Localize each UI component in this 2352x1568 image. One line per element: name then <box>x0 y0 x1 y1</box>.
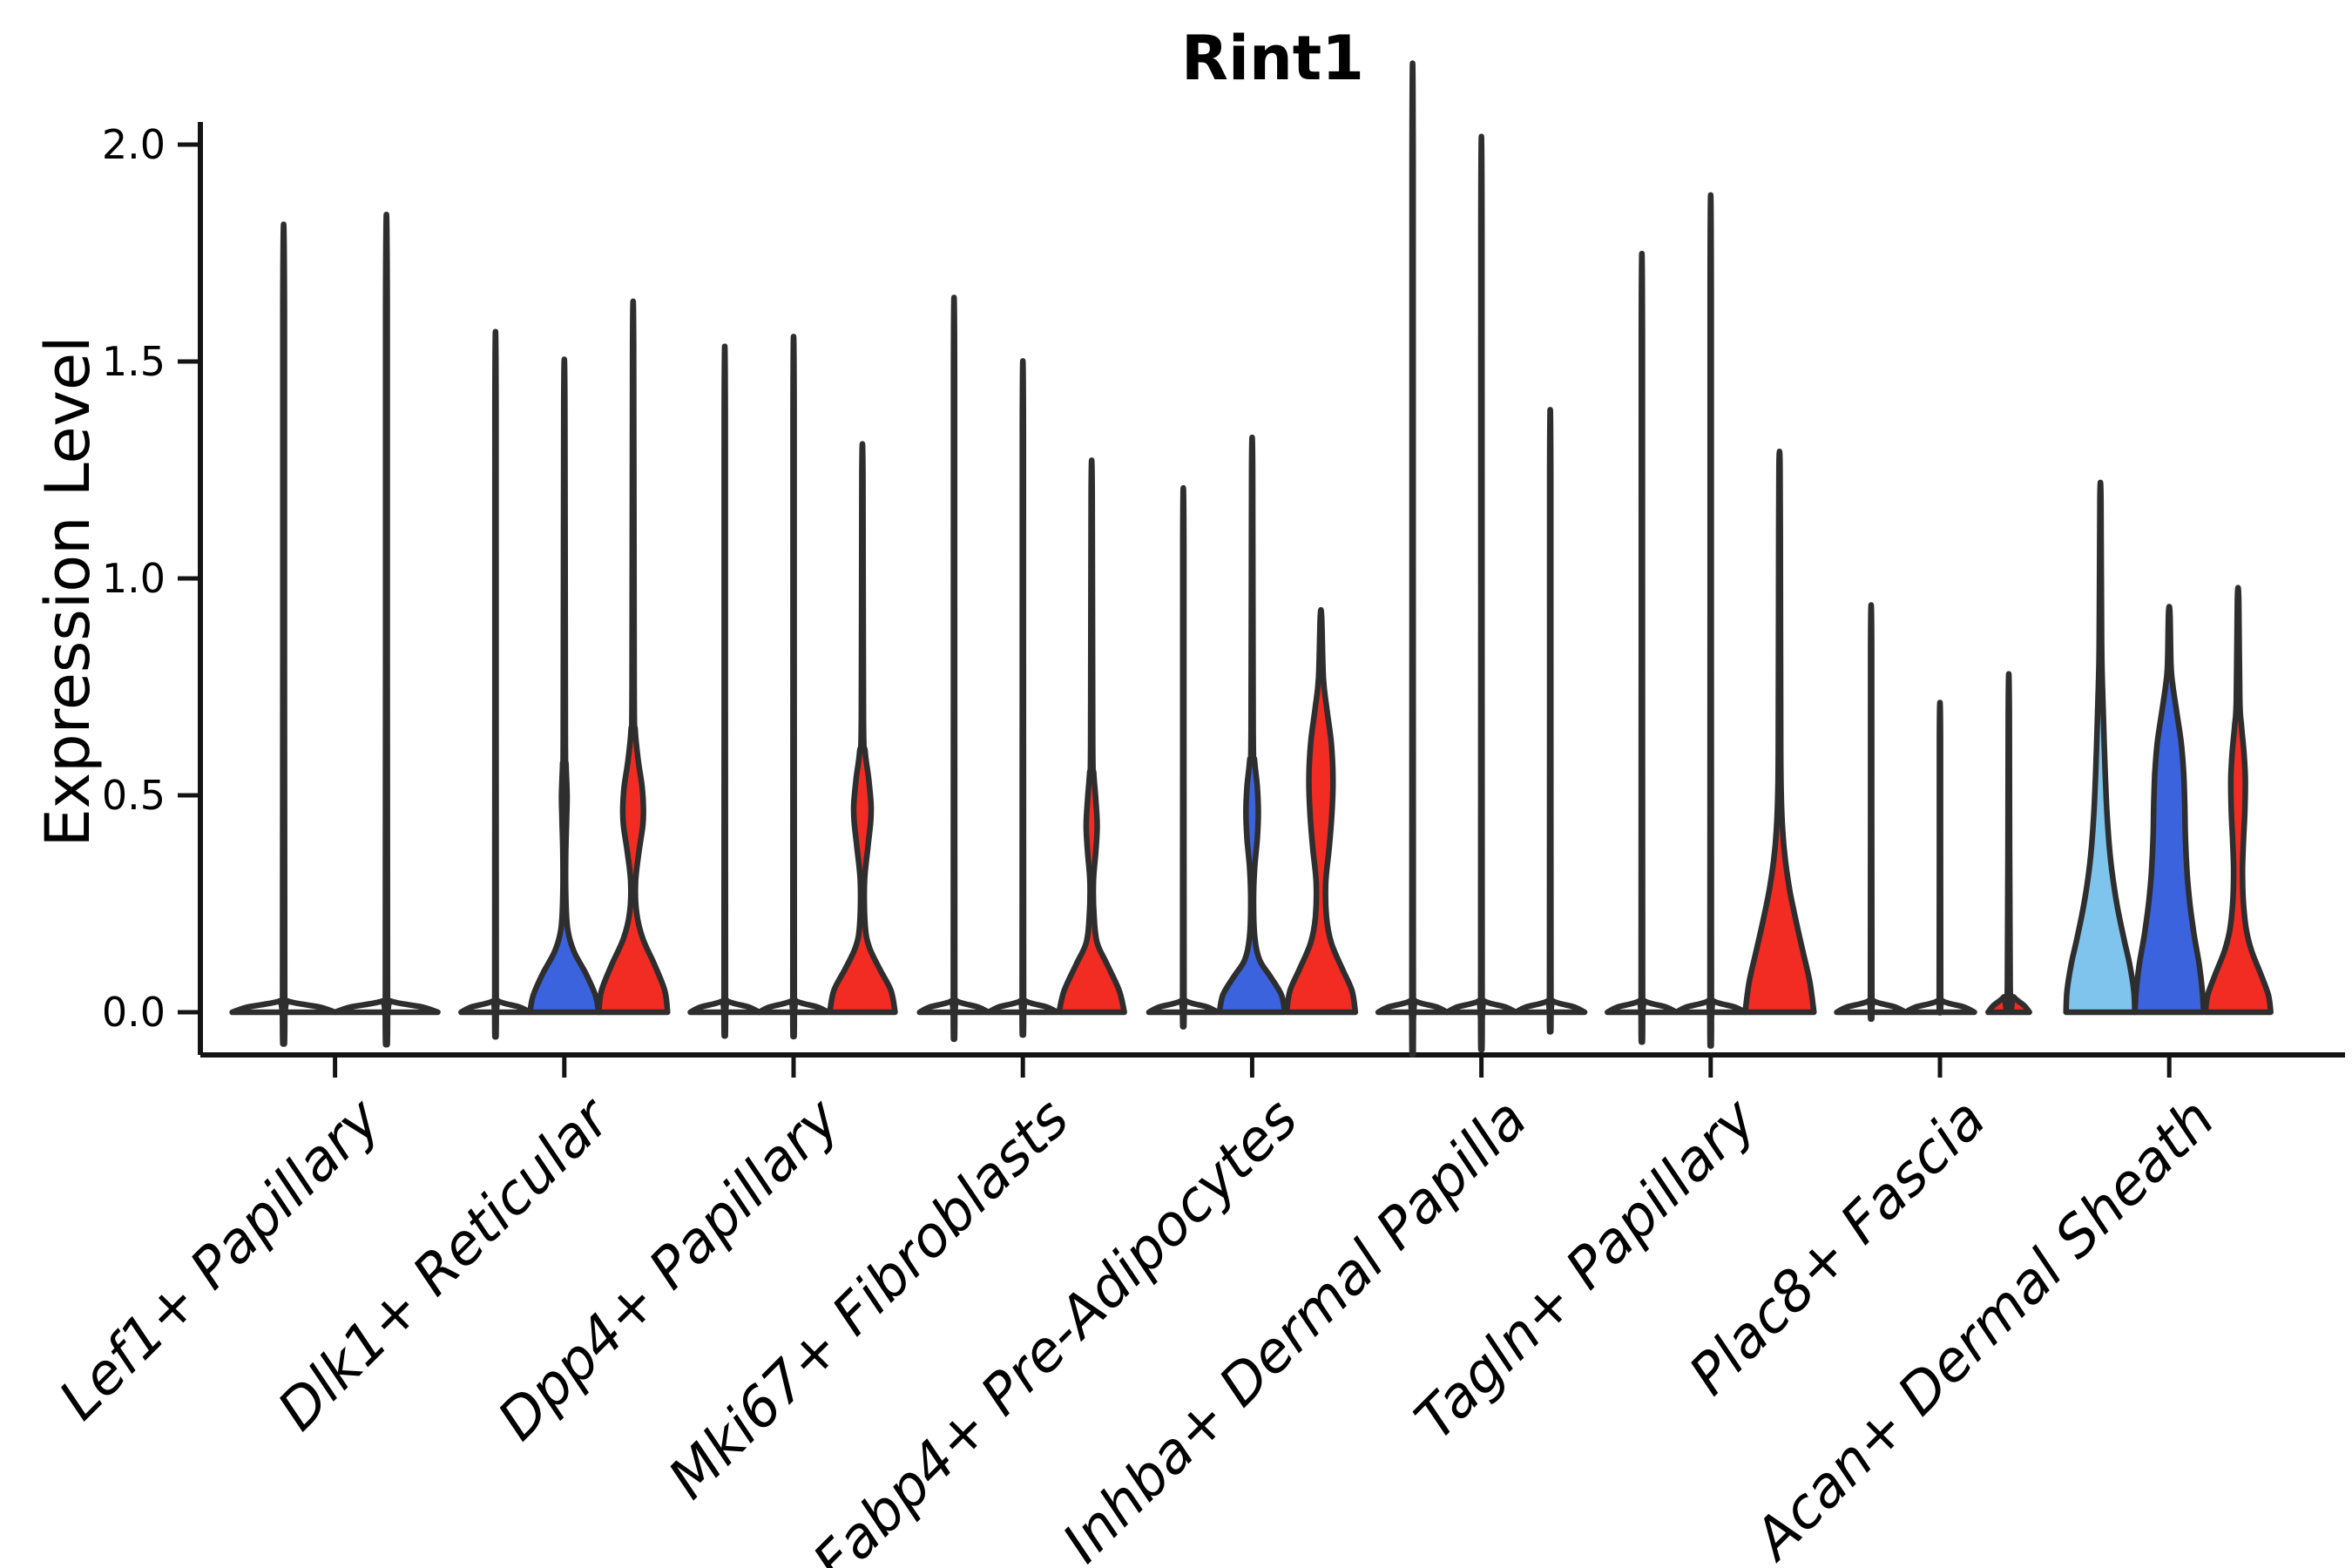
y-tick-label: 1.5 <box>101 338 166 385</box>
violin-red <box>1985 671 2032 1016</box>
violin-lightblue <box>2063 479 2138 1016</box>
violin-red <box>1283 606 1359 1016</box>
plot-title: Rint1 <box>1181 23 1364 94</box>
violin-blue <box>527 356 602 1016</box>
violin-flat <box>916 294 991 1042</box>
violin-flat <box>1903 700 1977 1016</box>
y-tick-label: 1.0 <box>101 555 166 602</box>
violin-blue <box>2132 604 2207 1016</box>
violin-flat <box>229 221 338 1047</box>
violin-flat <box>1673 193 1748 1049</box>
violin-red <box>1056 457 1127 1016</box>
violin-red <box>2202 585 2274 1016</box>
violin-flat <box>985 358 1060 1038</box>
violin-flat <box>1605 250 1680 1045</box>
violin-flat <box>458 328 533 1040</box>
violin-flat <box>1443 133 1519 1053</box>
violin-red <box>827 441 898 1016</box>
y-tick-label: 0.5 <box>101 772 166 819</box>
violin-flat <box>1375 60 1450 1058</box>
violin-flat <box>332 212 441 1048</box>
violin-red <box>1742 449 1817 1016</box>
violin-flat <box>1512 407 1588 1035</box>
violin-flat <box>756 334 831 1040</box>
y-tick-label: 2.0 <box>101 121 166 168</box>
violin-flat <box>1834 602 1909 1022</box>
violin-flat <box>1146 484 1221 1030</box>
y-tick-label: 0.0 <box>101 989 166 1036</box>
violin-blue <box>1216 435 1288 1016</box>
violin-red <box>596 298 671 1016</box>
violin-flat <box>687 343 762 1039</box>
